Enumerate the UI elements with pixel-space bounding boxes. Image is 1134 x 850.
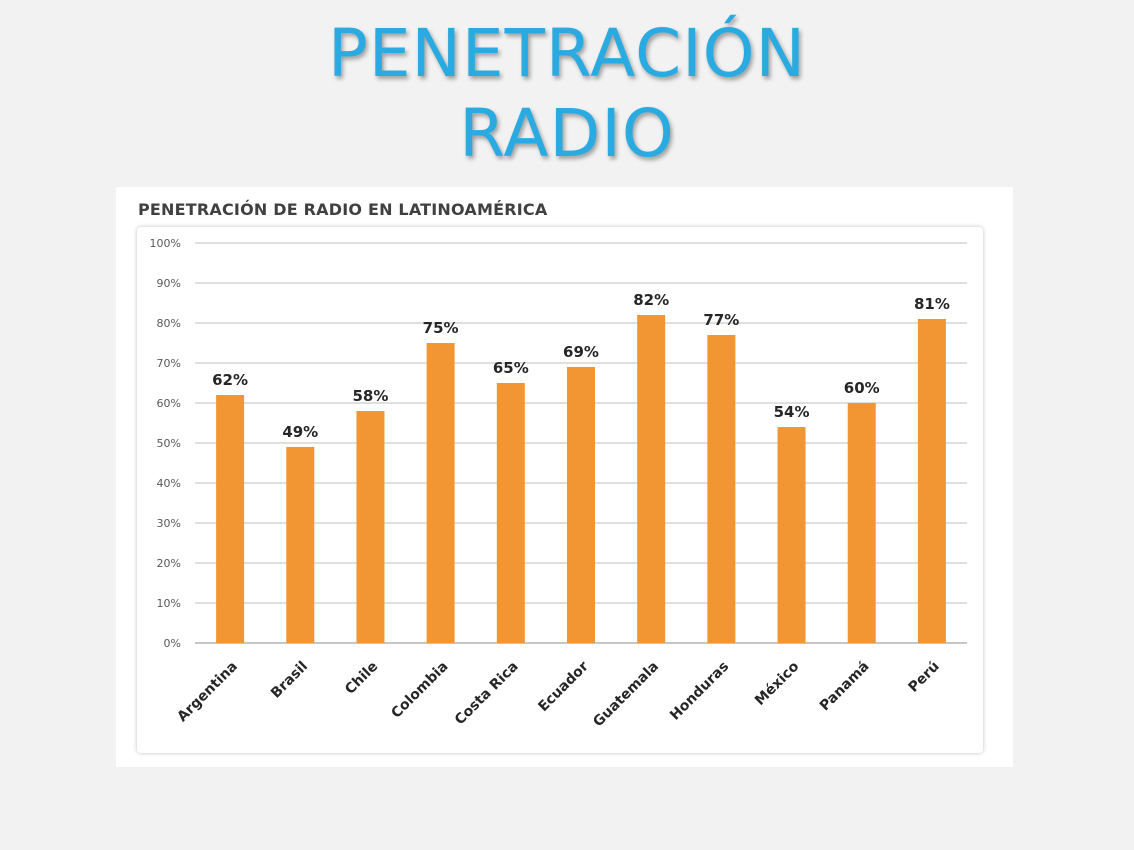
bar-panam- bbox=[847, 403, 876, 643]
bar-m-xico bbox=[777, 427, 806, 643]
data-label-panam-: 60% bbox=[844, 379, 880, 397]
x-label-argentina: Argentina bbox=[174, 659, 241, 726]
y-tick-label-40: 40% bbox=[157, 477, 181, 490]
x-axis-labels: Argentina Brasil Chile Colombia Costa Rica Ec… bbox=[174, 658, 942, 730]
data-label-argentina: 62% bbox=[212, 371, 248, 389]
y-tick-label-90: 90% bbox=[157, 277, 181, 290]
x-label-colombia: Colombia bbox=[388, 659, 451, 722]
data-label-chile: 58% bbox=[353, 387, 389, 405]
y-tick-label-70: 70% bbox=[157, 357, 181, 370]
x-label-ecuador: Ecuador bbox=[535, 658, 592, 715]
bar-ecuador bbox=[567, 367, 595, 643]
slide-title-line-1: PENETRACIÓN bbox=[328, 15, 806, 92]
data-label-colombia: 75% bbox=[423, 319, 459, 337]
y-tick-label-100: 100% bbox=[150, 237, 181, 250]
chart-area bbox=[137, 227, 983, 753]
chart-title: PENETRACIÓN DE RADIO EN LATINOAMÉRICA bbox=[138, 200, 548, 219]
x-label-per-: Perú bbox=[906, 659, 943, 696]
bar-honduras bbox=[707, 335, 736, 643]
y-tick-label-10: 10% bbox=[157, 597, 181, 610]
y-axis-ticks: 0% 10% 20% 30% 40% 50% 60% 70% 80% 90% 100% bbox=[150, 237, 181, 650]
x-label-m-xico: México bbox=[752, 658, 803, 709]
y-tick-label-50: 50% bbox=[157, 437, 181, 450]
bar-guatemala bbox=[637, 315, 666, 643]
data-label-per-: 81% bbox=[914, 295, 950, 313]
x-label-chile: Chile bbox=[342, 659, 381, 698]
slide-title-line-2: RADIO bbox=[459, 95, 675, 172]
data-labels: 62% 49% 58% 75% 65% 69% 82% 77% 54% 60% 81% bbox=[212, 291, 950, 441]
y-tick-label-30: 30% bbox=[157, 517, 181, 530]
bar-chile bbox=[356, 411, 385, 643]
y-tick-label-20: 20% bbox=[157, 557, 181, 570]
bar-per- bbox=[917, 319, 946, 643]
data-label-costa-rica: 65% bbox=[493, 359, 529, 377]
data-label-brasil: 49% bbox=[282, 423, 318, 441]
x-label-brasil: Brasil bbox=[268, 659, 311, 702]
y-tick-label-80: 80% bbox=[157, 317, 181, 330]
bar-brasil bbox=[286, 447, 315, 643]
x-label-guatemala: Guatemala bbox=[590, 659, 662, 731]
bar-colombia bbox=[426, 343, 455, 643]
y-tick-label-0: 0% bbox=[164, 637, 181, 650]
x-label-costa-rica: Costa Rica bbox=[452, 659, 522, 729]
bar-argentina bbox=[216, 395, 245, 643]
data-label-m-xico: 54% bbox=[774, 403, 810, 421]
x-label-honduras: Honduras bbox=[667, 659, 732, 724]
bar-costa-rica bbox=[496, 383, 525, 643]
data-label-guatemala: 82% bbox=[633, 291, 669, 309]
y-tick-label-60: 60% bbox=[157, 397, 181, 410]
slide-title: PENETRACIÓN RADIO bbox=[0, 14, 1134, 174]
data-label-ecuador: 69% bbox=[563, 343, 599, 361]
data-label-honduras: 77% bbox=[703, 311, 739, 329]
bars bbox=[216, 315, 946, 643]
x-label-panam-: Panamá bbox=[817, 659, 873, 715]
